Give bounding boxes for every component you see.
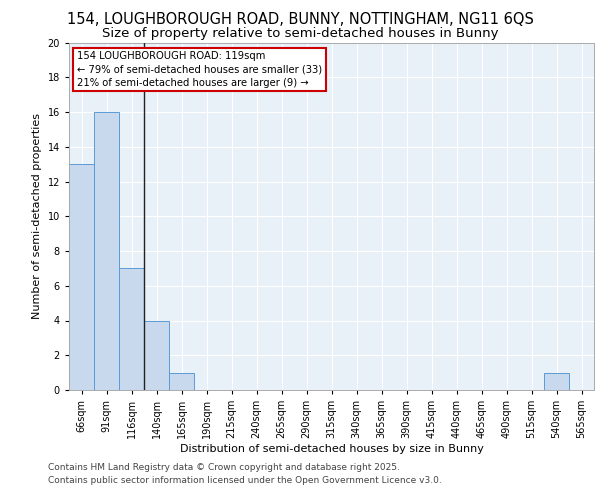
Bar xyxy=(144,320,169,390)
Bar xyxy=(544,372,569,390)
Text: 154, LOUGHBOROUGH ROAD, BUNNY, NOTTINGHAM, NG11 6QS: 154, LOUGHBOROUGH ROAD, BUNNY, NOTTINGHA… xyxy=(67,12,533,28)
Bar xyxy=(94,112,119,390)
Text: Contains public sector information licensed under the Open Government Licence v3: Contains public sector information licen… xyxy=(48,476,442,485)
Bar xyxy=(169,372,194,390)
Bar xyxy=(69,164,94,390)
Y-axis label: Number of semi-detached properties: Number of semi-detached properties xyxy=(32,114,42,320)
Bar xyxy=(119,268,144,390)
Text: Contains HM Land Registry data © Crown copyright and database right 2025.: Contains HM Land Registry data © Crown c… xyxy=(48,464,400,472)
Text: Size of property relative to semi-detached houses in Bunny: Size of property relative to semi-detach… xyxy=(102,28,498,40)
X-axis label: Distribution of semi-detached houses by size in Bunny: Distribution of semi-detached houses by … xyxy=(179,444,484,454)
Text: 154 LOUGHBOROUGH ROAD: 119sqm
← 79% of semi-detached houses are smaller (33)
21%: 154 LOUGHBOROUGH ROAD: 119sqm ← 79% of s… xyxy=(77,51,322,88)
